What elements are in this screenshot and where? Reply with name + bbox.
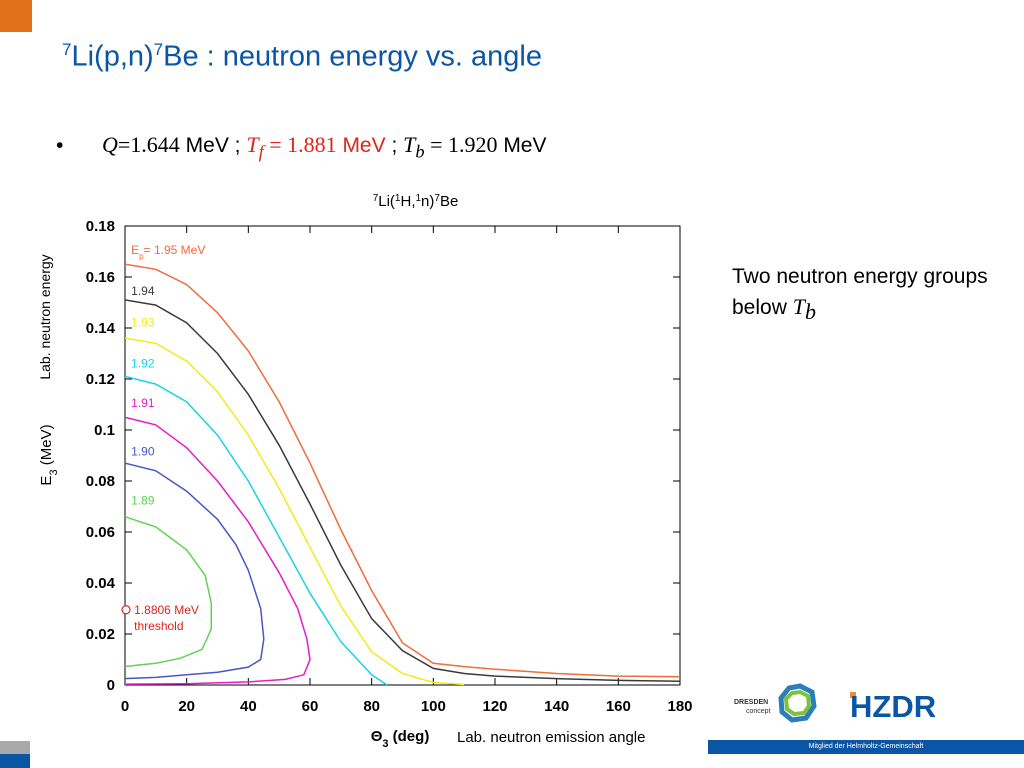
y-tick-label: 0.04 [86, 575, 116, 592]
threshold-marker [121, 605, 131, 615]
slide-title: 7Li(p,n)7Be : neutron energy vs. angle [62, 40, 542, 73]
y-axis-label: E3 (MeV) [38, 424, 60, 485]
y-tick-label: 0.02 [86, 626, 115, 643]
x-tick-label: 140 [544, 698, 569, 715]
hzdr-logo: HZDR [850, 689, 936, 722]
series-line-6 [124, 462, 265, 680]
x-tick-label: 160 [606, 698, 631, 715]
corner-accent [0, 0, 32, 32]
plot-frame [124, 225, 681, 686]
side-note: Two neutron energy groups below Tb [732, 265, 988, 325]
footer-bar: Mitglied der Helmholtz-Gemeinschaft [708, 740, 1024, 754]
series-label-3: 1.93 [131, 316, 155, 330]
series-label-4: 1.92 [131, 357, 155, 371]
series-label-1: Ep= 1.95 MeV [131, 243, 205, 260]
threshold-label: 1.8806 MeV [134, 603, 199, 617]
x-tick-label: 60 [302, 698, 319, 715]
y-tick-label: 0.12 [86, 371, 115, 388]
series-line-4 [124, 375, 388, 686]
y-tick-label: 0.14 [86, 320, 116, 337]
x-tick-label: 40 [240, 698, 257, 715]
svg-text:concept: concept [746, 708, 771, 715]
bullet-marker: • [56, 134, 64, 157]
bullet-item: • Q=1.644 MeV ; Tf = 1.881 MeV ; Tb = 1.9… [56, 132, 547, 162]
series-label-7: 1.89 [131, 493, 155, 507]
y-tick-label: 0.18 [86, 218, 115, 235]
series-label-5: 1.91 [131, 396, 155, 410]
series-line-2 [124, 299, 681, 682]
series-line-5 [124, 416, 311, 685]
x-tick-label: 180 [667, 698, 692, 715]
y-axis-label-secondary: Lab. neutron energy [37, 254, 53, 379]
y-tick-label: 0.08 [86, 473, 115, 490]
tf-value: Tf = 1.881 [246, 132, 337, 162]
dresden-concept-logo: DRESDEN concept [734, 683, 817, 723]
y-tick-label: 0 [107, 677, 115, 694]
x-tick-label: 0 [121, 698, 129, 715]
chart-title: 7Li(1H,1n)7Be [373, 193, 459, 211]
x-tick-label: 100 [421, 698, 446, 715]
footer-gray-bar [0, 741, 30, 754]
q-value: Q=1.644 [102, 132, 180, 157]
svg-text:HZDR: HZDR [850, 689, 936, 722]
series-label-6: 1.90 [131, 445, 155, 459]
series-line-7 [124, 515, 213, 668]
svg-text:DRESDEN: DRESDEN [734, 699, 768, 706]
series-line-3 [124, 337, 465, 686]
x-tick-label: 120 [482, 698, 507, 715]
x-axis-caption: Lab. neutron emission angle [457, 729, 646, 746]
series-label-2: 1.94 [131, 284, 155, 298]
footer-blue-bar-left [0, 754, 30, 768]
x-tick-label: 20 [178, 698, 195, 715]
threshold-label-2: threshold [134, 619, 183, 633]
tb-value: Tb = 1.920 [403, 132, 498, 162]
y-tick-label: 0.06 [86, 524, 115, 541]
x-tick-label: 80 [363, 698, 380, 715]
series-line-1 [124, 263, 681, 678]
y-tick-label: 0.16 [86, 269, 115, 286]
y-tick-label: 0.1 [94, 422, 115, 439]
x-axis-label: Θ3 (deg) [371, 728, 430, 750]
